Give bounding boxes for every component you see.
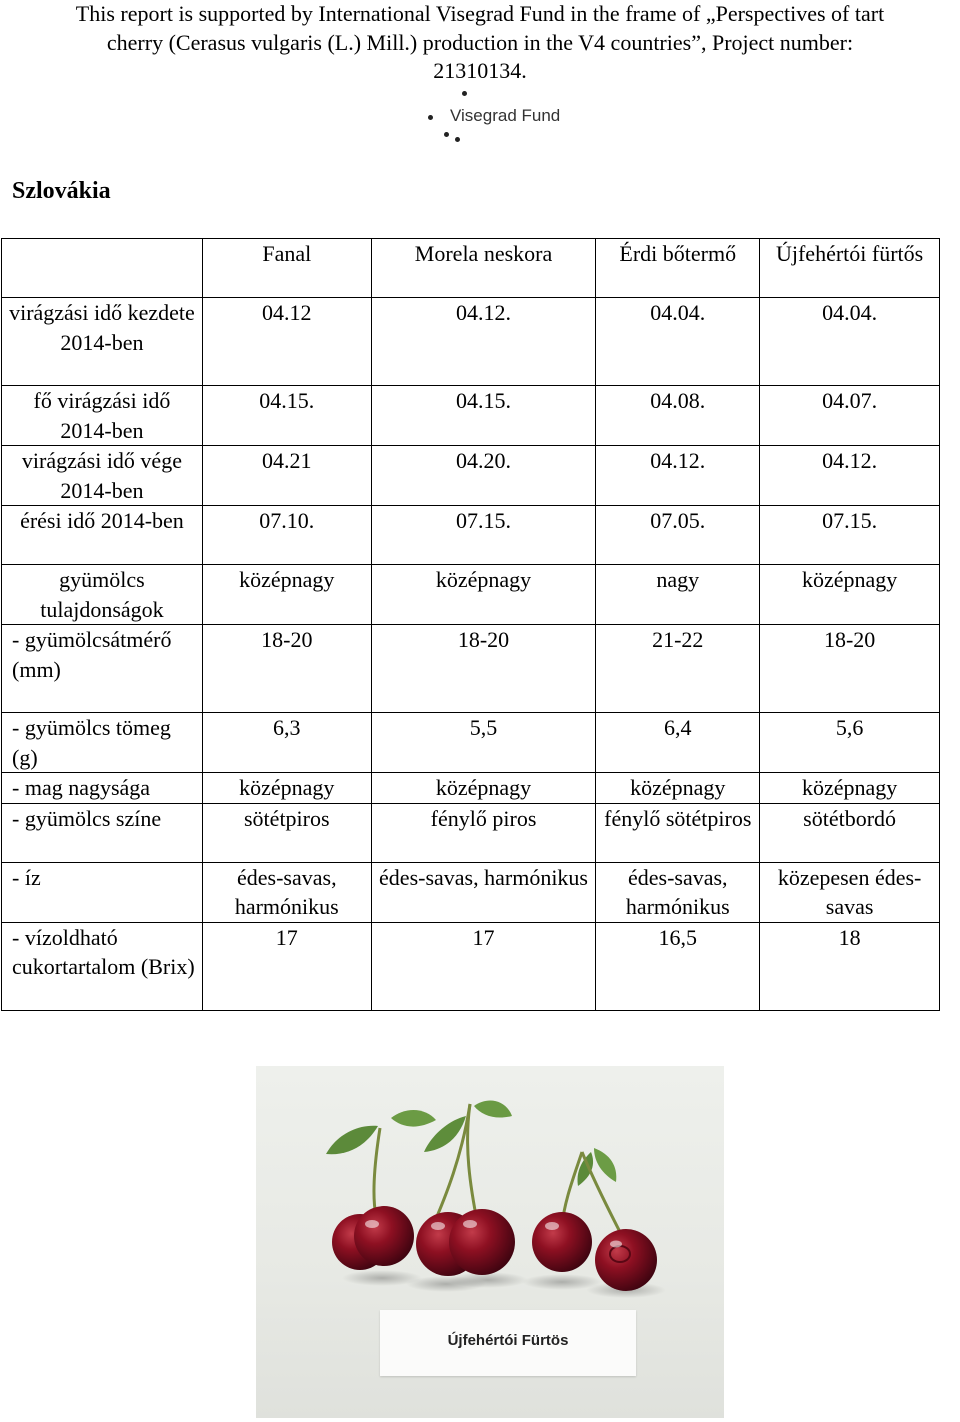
table-cell: 04.15. — [370, 385, 597, 446]
section-title: Szlovákia — [12, 178, 111, 204]
report-header: This report is supported by Internationa… — [0, 0, 960, 86]
row-label: - vízoldható cukortartalom (Brix) — [1, 921, 203, 1011]
logo-dot — [462, 91, 467, 96]
leaf — [326, 1100, 617, 1186]
table-cell: középnagy — [201, 772, 372, 804]
table-cell: 04.12. — [595, 445, 761, 506]
table-row: virágzási idő kezdete 2014-ben 04.12 04.12… — [1, 297, 940, 386]
table-cell: 04.20. — [370, 445, 597, 506]
table-row: - gyümölcs tömeg (g) 6,3 5,5 6,4 5,6 — [1, 712, 940, 773]
row-label: fő virágzási idő 2014-ben — [1, 385, 203, 446]
table-cell: 6,3 — [201, 712, 372, 773]
row-label: gyümölcs tulajdonságok — [1, 564, 203, 625]
table-cell: 07.15. — [759, 505, 940, 565]
table-cell: fénylő sötétpiros — [595, 802, 761, 863]
row-label: - gyümölcs tömeg (g) — [1, 712, 203, 773]
row-label: - íz — [1, 861, 203, 923]
table-cell: középnagy — [595, 772, 761, 804]
header-line-1: This report is supported by Internationa… — [75, 1, 885, 26]
table-cell: sötétbordó — [759, 802, 940, 863]
table-row: érési idő 2014-ben 07.10. 07.15. 07.05. 07.1… — [1, 505, 940, 565]
photo-card-label: Újfehértói Fürtös — [447, 1332, 569, 1349]
row-label: - gyümölcs színe — [1, 802, 203, 863]
row-label: - gyümölcsátmérő (mm) — [1, 624, 203, 713]
table-cell: 04.12. — [370, 297, 597, 386]
column-header: Morela neskora — [370, 238, 597, 298]
table-cell: 04.12 — [201, 297, 372, 386]
table-cell: édes-savas, harmónikus — [370, 861, 597, 923]
table-row: - gyümölcsátmérő (mm) 18-20 18-20 21-22 18-2… — [1, 624, 940, 713]
table-cell: 5,6 — [759, 712, 940, 773]
table-cell: édes-savas, harmónikus — [595, 861, 761, 923]
table-corner-cell — [1, 238, 203, 298]
table-cell: 04.21 — [201, 445, 372, 506]
table-cell: 04.04. — [759, 297, 940, 386]
table-cell: középnagy — [759, 564, 940, 625]
table-cell: 6,4 — [595, 712, 761, 773]
table-row: - gyümölcs színe sötétpiros fénylő piros fé… — [1, 802, 940, 863]
logo-dot — [444, 132, 449, 137]
table-cell: 07.10. — [201, 505, 372, 565]
table-row: - vízoldható cukortartalom (Brix) 17 17 16,… — [1, 921, 940, 1011]
table-cell: 07.05. — [595, 505, 761, 565]
logo-text: Visegrad Fund — [450, 106, 561, 125]
table-header-row: Fanal Morela neskora Érdi bőtermő Újfehé… — [1, 238, 940, 298]
visegrad-fund-logo: Visegrad Fund — [424, 88, 574, 144]
table-cell: fénylő piros — [370, 802, 597, 863]
table-cell: 16,5 — [595, 921, 761, 1011]
header-line-2: cherry (Cerasus vulgaris (L.) Mill.) pro… — [106, 29, 854, 55]
table-row: - mag nagysága középnagy középnagy középnag… — [1, 772, 940, 804]
table-cell: édes-savas, harmónikus — [201, 861, 372, 923]
row-label: virágzási idő kezdete 2014-ben — [1, 297, 203, 386]
table-cell: középnagy — [370, 772, 597, 804]
table-cell: 18-20 — [201, 624, 372, 713]
column-header: Érdi bőtermő — [595, 238, 761, 298]
table-cell: 04.07. — [759, 385, 940, 446]
table-cell: 17 — [370, 921, 597, 1011]
cherry-illustration — [326, 1100, 666, 1298]
table-cell: 04.04. — [595, 297, 761, 386]
column-header: Fanal — [201, 238, 372, 298]
variety-table: Fanal Morela neskora Érdi bőtermő Újfehé… — [1, 238, 940, 1011]
table-cell: középnagy — [201, 564, 372, 625]
table-cell: 04.12. — [759, 445, 940, 506]
table-cell: középnagy — [370, 564, 597, 625]
table-cell: nagy — [595, 564, 761, 625]
table-cell: 07.15. — [370, 505, 597, 565]
table-cell: 5,5 — [370, 712, 597, 773]
table-cell: 18 — [759, 921, 940, 1011]
cherry-photo: Újfehértói Fürtös — [256, 1066, 724, 1418]
table-row: virágzási idő vége 2014-ben 04.21 04.20. 04… — [1, 445, 940, 506]
table-row: gyümölcs tulajdonságok középnagy középnagy… — [1, 564, 940, 625]
logo-dot — [455, 137, 460, 142]
table-cell: 18-20 — [759, 624, 940, 713]
table-cell: 17 — [201, 921, 372, 1011]
table-cell: 04.15. — [201, 385, 372, 446]
row-label: érési idő 2014-ben — [1, 505, 203, 565]
table-cell: 18-20 — [370, 624, 597, 713]
column-header: Újfehértói fürtős — [759, 238, 940, 298]
row-label: virágzási idő vége 2014-ben — [1, 445, 203, 506]
table-cell: sötétpiros — [201, 802, 372, 863]
header-line-3: 21310134. — [433, 58, 527, 83]
table-cell: közepesen édes-savas — [759, 861, 940, 923]
photo-name-card: Újfehértói Fürtös — [380, 1310, 636, 1376]
table-cell: 21-22 — [595, 624, 761, 713]
row-label: - mag nagysága — [1, 772, 203, 804]
table-cell: 04.08. — [595, 385, 761, 446]
logo-dot — [428, 115, 433, 120]
table-row: fő virágzási idő 2014-ben 04.15. 04.15. 04.… — [1, 385, 940, 446]
table-cell: középnagy — [759, 772, 940, 804]
table-row: - íz édes-savas, harmónikus édes-savas, ha… — [1, 861, 940, 923]
